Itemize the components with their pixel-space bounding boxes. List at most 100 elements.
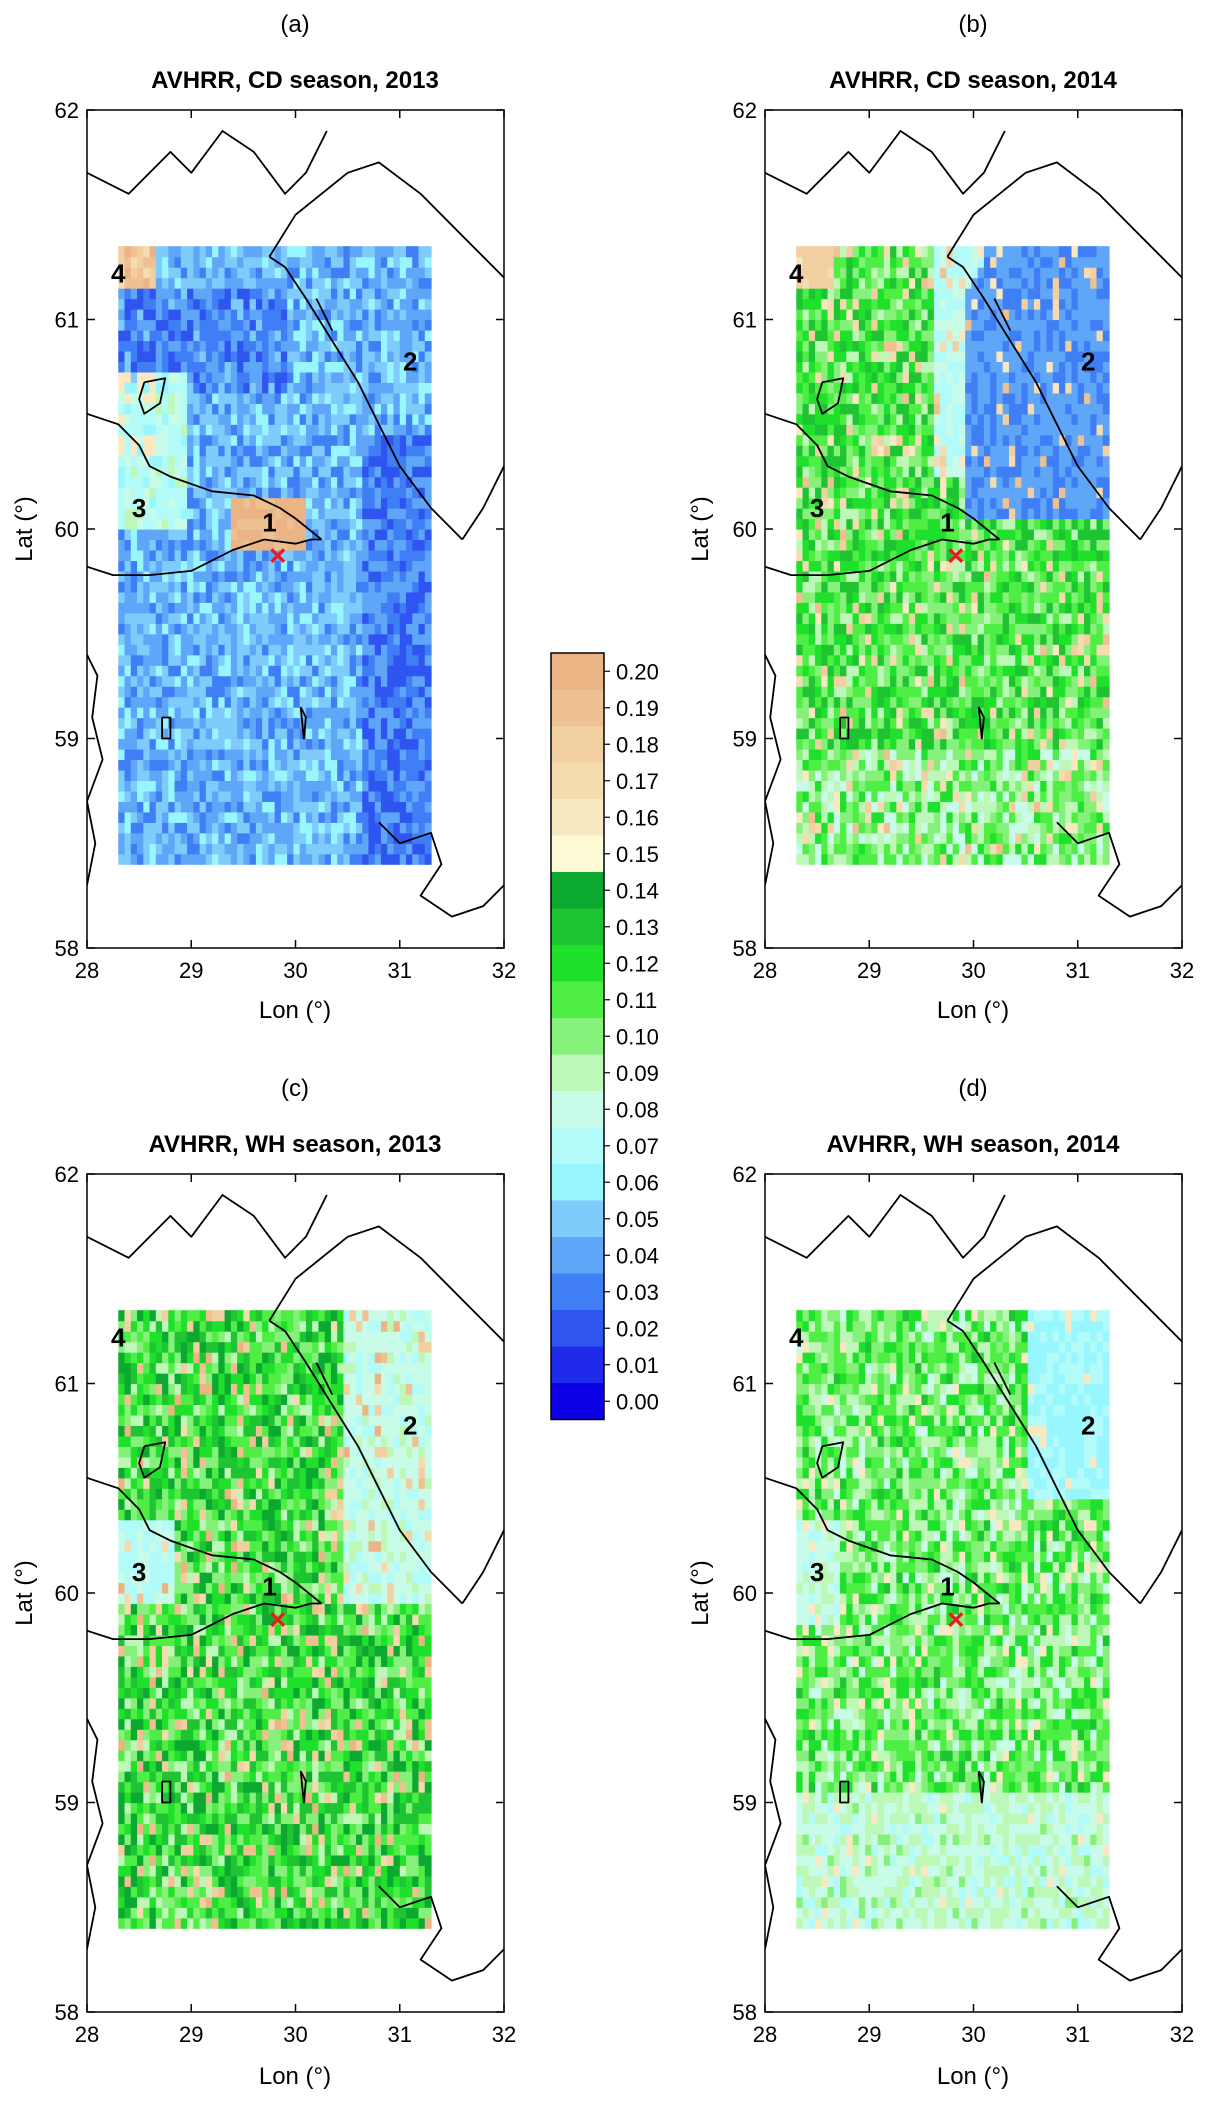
map-field [118, 246, 432, 865]
y-axis-label: Lat (°) [11, 496, 38, 562]
y-axis-label: Lat (°) [11, 1560, 38, 1626]
x-axis-label: Lon (°) [937, 997, 1009, 1024]
panel-letter: (a) [280, 11, 309, 38]
x-tick-label: 28 [75, 2022, 99, 2047]
x-axis-label: Lon (°) [259, 997, 331, 1024]
colorbar-swatch [551, 1273, 604, 1311]
y-tick-label: 60 [733, 1581, 757, 1606]
x-tick-label: 28 [75, 958, 99, 983]
x-tick-label: 31 [1066, 2022, 1090, 2047]
colorbar-swatch [551, 1200, 604, 1238]
region-label-3: 3 [810, 493, 824, 523]
panel-d: (d) AVHRR, WH season, 2014 28 29 30 31 32585… [687, 1075, 1194, 2090]
region-label-1: 1 [262, 508, 276, 538]
x-tick-label: 30 [961, 958, 985, 983]
x-tick-label: 30 [283, 958, 307, 983]
panel-title: AVHRR, CD season, 2013 [151, 67, 439, 94]
y-tick-label: 61 [55, 1372, 79, 1397]
colorbar-swatch [551, 762, 604, 800]
colorbar-tick-label: 0.18 [616, 732, 659, 757]
y-tick-label: 60 [55, 517, 79, 542]
colorbar-swatch [551, 799, 604, 836]
colorbar-swatch [551, 981, 604, 1019]
x-tick-label: 30 [283, 2022, 307, 2047]
colorbar-swatch [551, 872, 604, 909]
colorbar-tick-label: 0.03 [616, 1280, 659, 1305]
y-tick-label: 62 [733, 1162, 757, 1187]
y-tick-label: 60 [55, 1581, 79, 1606]
y-tick-label: 62 [55, 1162, 79, 1187]
region-labels: 1 2 3 4 [789, 258, 1095, 537]
colorbar-swatch [551, 1346, 604, 1384]
coastline [87, 1194, 504, 1982]
coastline [765, 1194, 1182, 1982]
x-tick-label: 28 [753, 2022, 777, 2047]
colorbar-swatch [551, 1091, 604, 1128]
region-label-3: 3 [132, 493, 146, 523]
colorbar-swatch [551, 1237, 604, 1274]
colorbar-tick-label: 0.04 [616, 1243, 659, 1268]
site-marker: × [269, 1604, 287, 1637]
region-label-2: 2 [1081, 1410, 1095, 1440]
x-tick-label: 32 [492, 2022, 516, 2047]
coastline [765, 130, 1182, 918]
y-tick-label: 58 [55, 936, 79, 961]
colorbar-swatch [551, 1310, 604, 1347]
panel-letter: (b) [958, 11, 987, 38]
colorbar-swatch [551, 1018, 604, 1055]
region-label-4: 4 [111, 1322, 126, 1352]
colorbar-swatch [551, 1164, 604, 1201]
region-label-4: 4 [111, 258, 126, 288]
colorbar-swatch [551, 689, 604, 727]
colorbar: 0.20 0.19 0.18 0.17 0.16 0.15 0.14 0.13 0.12 0.11… [550, 652, 659, 1421]
x-tick-label: 31 [388, 2022, 412, 2047]
colorbar-swatch [551, 1127, 604, 1165]
x-tick-label: 32 [1170, 958, 1194, 983]
panel-letter: (c) [281, 1075, 309, 1102]
region-labels: 1 2 3 4 [111, 258, 417, 537]
y-tick-label: 61 [733, 1372, 757, 1397]
y-tick-label: 59 [733, 727, 757, 752]
coastline [87, 130, 504, 918]
y-tick-label: 60 [733, 517, 757, 542]
y-axis-label: Lat (°) [687, 496, 714, 562]
colorbar-tick-label: 0.07 [616, 1134, 659, 1159]
colorbar-tick-label: 0.08 [616, 1097, 659, 1122]
colorbar-tick-label: 0.14 [616, 878, 659, 903]
colorbar-tick-label: 0.06 [616, 1170, 659, 1195]
colorbar-swatch [551, 908, 604, 946]
region-label-3: 3 [810, 1557, 824, 1587]
site-marker: × [947, 540, 965, 573]
x-tick-label: 31 [1066, 958, 1090, 983]
x-axis-label: Lon (°) [937, 2063, 1009, 2090]
colorbar-tick-label: 0.17 [616, 769, 659, 794]
x-tick-label: 32 [1170, 2022, 1194, 2047]
x-tick-label: 30 [961, 2022, 985, 2047]
y-tick-label: 58 [733, 936, 757, 961]
x-tick-label: 29 [179, 2022, 203, 2047]
colorbar-tick-label: 0.09 [616, 1061, 659, 1086]
map-field [796, 246, 1110, 865]
colorbar-tick-label: 0.10 [616, 1024, 659, 1049]
colorbar-swatch [551, 653, 604, 690]
region-label-2: 2 [403, 346, 417, 376]
x-tick-label: 29 [857, 958, 881, 983]
region-label-4: 4 [789, 1322, 804, 1352]
panel-title: AVHRR, CD season, 2014 [829, 67, 1117, 94]
colorbar-swatch [551, 726, 604, 763]
colorbar-tick-label: 0.12 [616, 951, 659, 976]
x-tick-label: 29 [857, 2022, 881, 2047]
x-tick-label: 32 [492, 958, 516, 983]
y-tick-label: 59 [55, 727, 79, 752]
panel-letter: (d) [958, 1075, 987, 1102]
colorbar-tick-label: 0.15 [616, 842, 659, 867]
region-label-2: 2 [1081, 346, 1095, 376]
colorbar-tick-label: 0.11 [616, 988, 657, 1013]
colorbar-swatch [551, 1383, 604, 1420]
region-labels: 1 2 3 4 [789, 1322, 1095, 1601]
colorbar-tick-label: 0.01 [616, 1353, 659, 1378]
y-tick-label: 59 [55, 1791, 79, 1816]
